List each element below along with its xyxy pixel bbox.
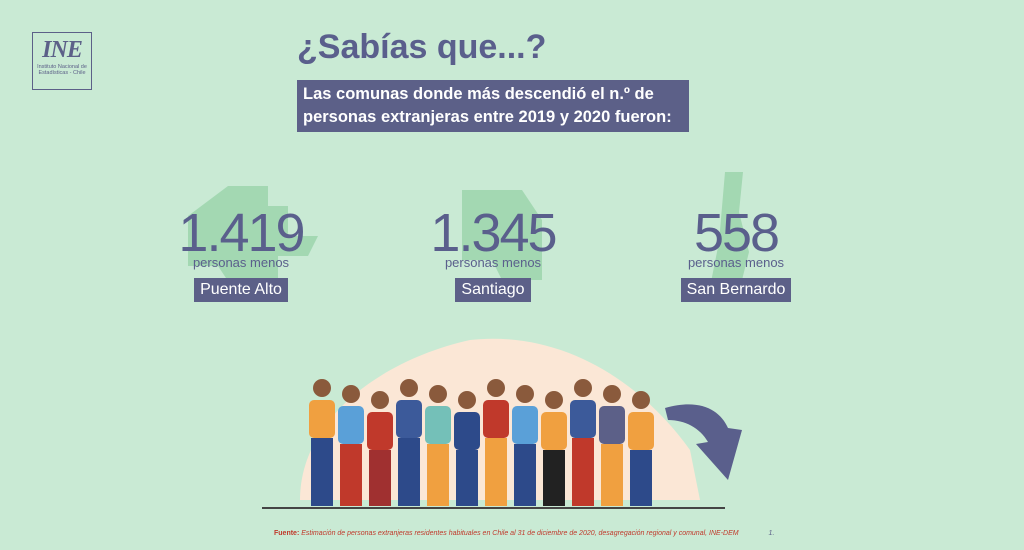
figure-part	[572, 438, 594, 506]
footer-text: Estimación de personas extranjeras resid…	[301, 530, 739, 537]
footer-label: Fuente:	[274, 530, 300, 537]
figure-part	[485, 438, 507, 506]
figure-part	[541, 412, 567, 450]
figure-part	[340, 444, 362, 506]
figure-part	[512, 406, 538, 444]
stat: 1.345 personas menos Santiago	[373, 205, 613, 302]
figure-part	[603, 385, 621, 403]
figure-part	[369, 450, 391, 506]
figure-part	[630, 450, 652, 506]
map-santiago	[462, 190, 542, 280]
figure-part	[311, 438, 333, 506]
figure-part	[574, 379, 592, 397]
figure-part	[427, 444, 449, 506]
figure-part	[487, 379, 505, 397]
figure-part	[400, 379, 418, 397]
stat: 558 personas menos San Bernardo	[616, 205, 856, 302]
figure-part	[599, 406, 625, 444]
logo: INE Instituto Nacional de Estadísticas -…	[32, 32, 92, 90]
figure-part	[570, 400, 596, 438]
figure-part	[313, 379, 331, 397]
title: ¿Sabías que...?	[297, 28, 547, 66]
figure-part	[483, 400, 509, 438]
logo-caption: Instituto Nacional de Estadísticas - Chi…	[37, 64, 87, 76]
map-puente-alto	[188, 186, 318, 296]
figure-part	[545, 391, 563, 409]
stat-number: 558	[693, 203, 780, 263]
figure-part	[398, 438, 420, 506]
figure-part	[458, 391, 476, 409]
arrow	[665, 404, 742, 480]
figure-part	[543, 450, 565, 506]
figure-part	[342, 385, 360, 403]
stat-unit: personas menos	[444, 255, 542, 270]
figure-part	[628, 412, 654, 450]
page-number: 1.	[768, 530, 775, 537]
commune-label: San Bernardo	[680, 278, 792, 302]
commune-label: Santiago	[455, 278, 531, 302]
logo-mark: INE	[42, 37, 83, 63]
figure-part	[425, 406, 451, 444]
stat-unit: personas menos	[687, 255, 785, 270]
stat-unit: personas menos	[192, 255, 290, 270]
figure-part	[309, 400, 335, 438]
figure-part	[338, 406, 364, 444]
figure-part	[632, 391, 650, 409]
commune-label: Puente Alto	[194, 278, 288, 302]
stat-number: 1.345	[430, 203, 557, 263]
figure-part	[396, 400, 422, 438]
subtitle: Las comunas donde más descendió el n.º d…	[297, 80, 689, 132]
figure-part	[514, 444, 536, 506]
figure-part	[516, 385, 534, 403]
figure-part	[367, 412, 393, 450]
figure-part	[601, 444, 623, 506]
map-san-bernardo	[709, 172, 749, 292]
figure-part	[429, 385, 447, 403]
people	[309, 379, 654, 506]
stat-number: 1.419	[178, 203, 305, 263]
stat: 1.419 personas menos Puente Alto	[121, 205, 361, 302]
figure-part	[456, 450, 478, 506]
figure-part	[454, 412, 480, 450]
figure-part	[371, 391, 389, 409]
footer: Fuente: Estimación de personas extranjer…	[274, 530, 774, 537]
